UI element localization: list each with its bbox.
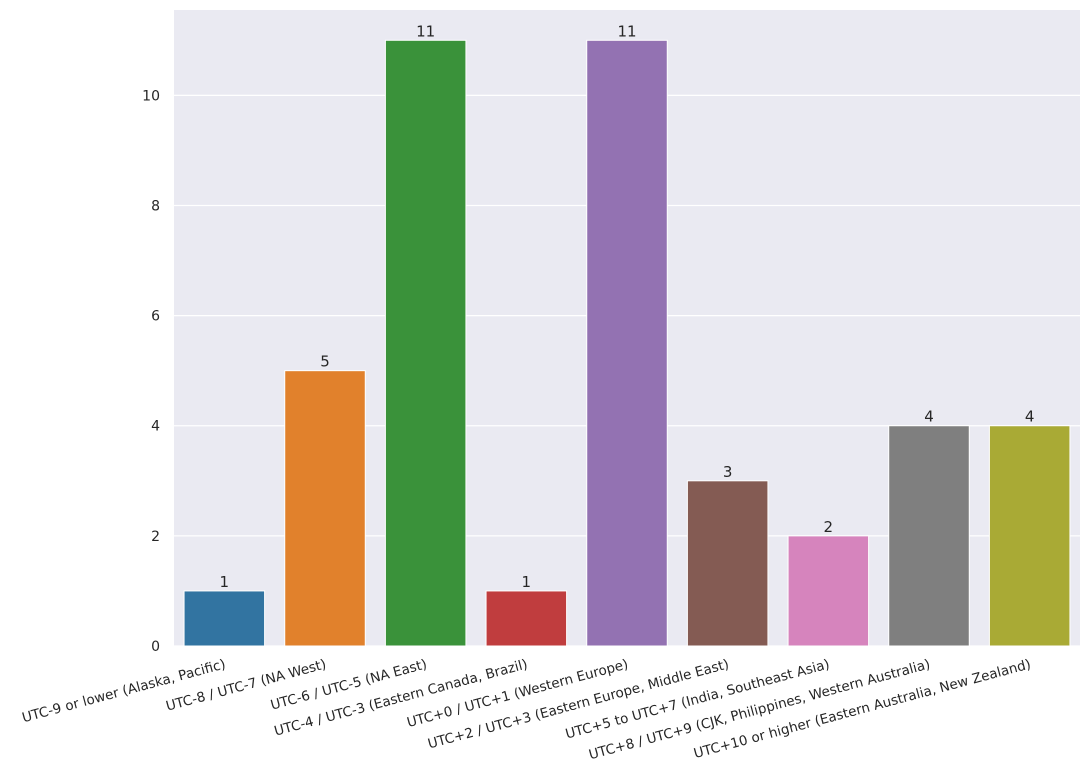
- data-label: 2: [824, 518, 834, 536]
- data-label: 4: [924, 408, 934, 426]
- data-label: 11: [416, 22, 435, 40]
- bar: [787, 535, 870, 647]
- bar: [384, 39, 467, 647]
- y-tick-label: 8: [151, 198, 160, 214]
- bar: [284, 370, 366, 647]
- bar: [485, 590, 568, 647]
- y-tick-label: 6: [151, 309, 160, 325]
- y-tick-label: 2: [151, 529, 160, 545]
- bar: [686, 480, 769, 647]
- bar: [988, 425, 1071, 647]
- data-label: 11: [617, 22, 636, 40]
- data-label: 1: [220, 573, 230, 591]
- data-label: 3: [723, 463, 733, 481]
- y-tick-label: 10: [142, 88, 160, 104]
- data-label: 4: [1025, 408, 1035, 426]
- x-axis-ticks: UTC-9 or lower (Alaska, Pacific)UTC-8 / …: [20, 656, 1032, 763]
- bar: [183, 590, 266, 647]
- bars: [183, 39, 1071, 647]
- y-axis-ticks: 0 2 4 6 8 10: [142, 88, 160, 655]
- bar: [888, 425, 970, 647]
- bar: [586, 39, 668, 647]
- y-tick-label: 4: [151, 419, 160, 435]
- y-tick-label: 0: [151, 639, 160, 655]
- data-label: 5: [320, 353, 330, 371]
- data-label: 1: [522, 573, 532, 591]
